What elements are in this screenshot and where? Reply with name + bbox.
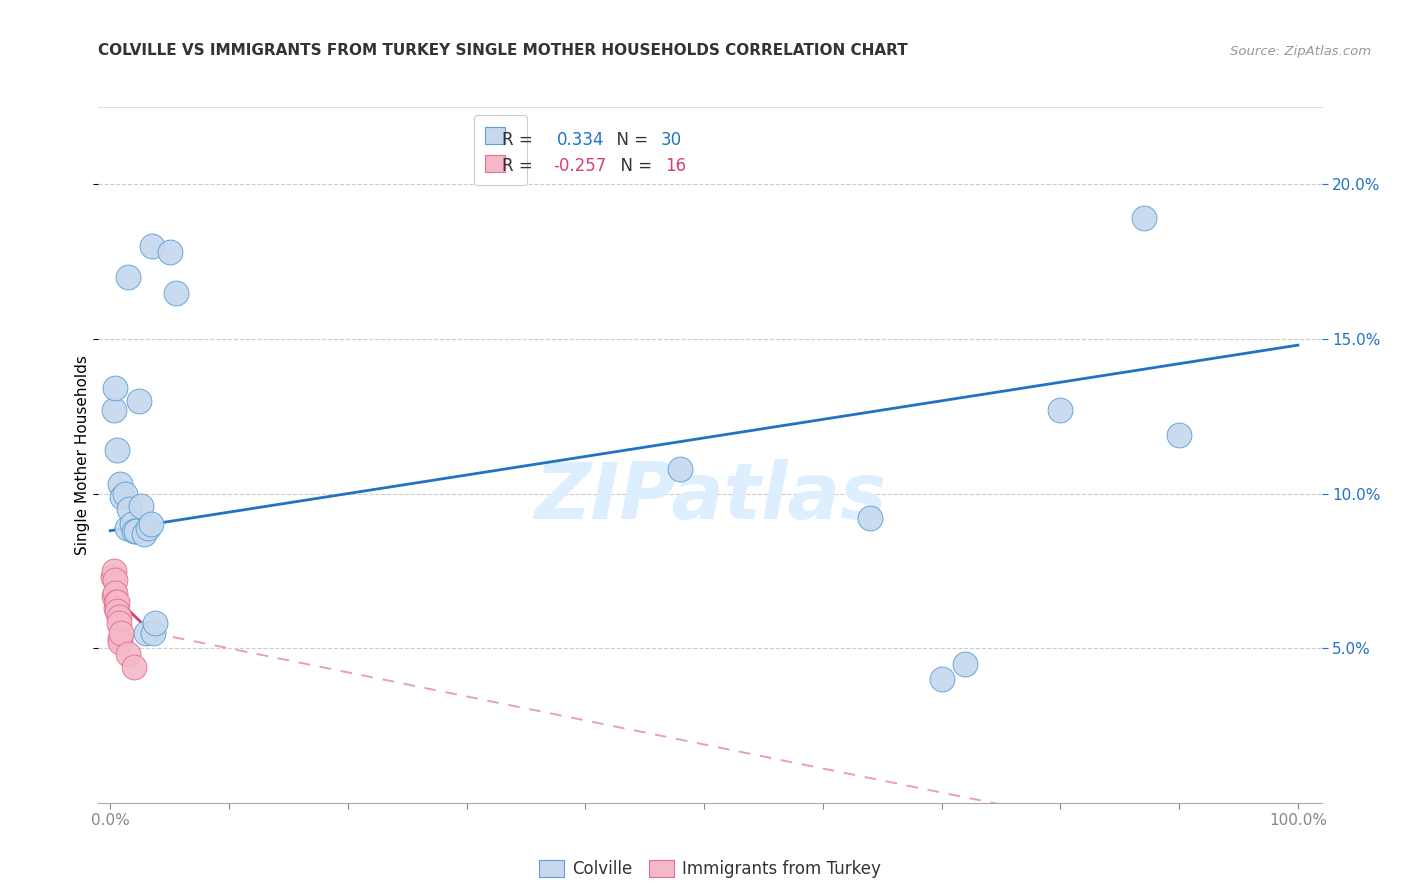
Point (145, 616, 167, 631)
Point (136, 520, 159, 534)
Text: 30: 30 (661, 131, 682, 149)
Point (118, 502, 141, 516)
Point (103, 564, 125, 578)
Point (1049, 403, 1071, 417)
Point (125, 524, 148, 538)
Point (132, 526, 155, 541)
Point (135, 625, 157, 640)
Text: N =: N = (606, 131, 654, 149)
Point (108, 635, 131, 649)
Point (139, 517, 162, 532)
Point (165, 285, 187, 300)
Point (107, 604, 129, 618)
Point (669, 462, 692, 476)
Point (101, 570, 124, 584)
Point (141, 239, 163, 253)
Point (117, 270, 139, 285)
Point (122, 524, 145, 538)
Text: COLVILLE VS IMMIGRANTS FROM TURKEY SINGLE MOTHER HOUSEHOLDS CORRELATION CHART: COLVILLE VS IMMIGRANTS FROM TURKEY SINGL… (98, 43, 908, 58)
Point (931, 672, 953, 686)
Point (104, 585, 127, 599)
Point (859, 511, 882, 525)
Text: Source: ZipAtlas.com: Source: ZipAtlas.com (1230, 45, 1371, 58)
Point (108, 632, 131, 646)
Point (115, 520, 138, 534)
Legend: Colville, Immigrants from Turkey: Colville, Immigrants from Turkey (531, 854, 889, 885)
Y-axis label: Single Mother Households: Single Mother Households (75, 355, 90, 555)
Text: R =: R = (502, 157, 538, 175)
Point (121, 517, 143, 532)
Text: 0.334: 0.334 (557, 131, 605, 149)
Point (117, 648, 139, 662)
Point (107, 616, 129, 631)
Text: -0.257: -0.257 (554, 157, 607, 175)
Point (104, 381, 127, 395)
Text: ZIPatlas: ZIPatlas (534, 458, 886, 534)
Text: R =: R = (502, 131, 538, 149)
Point (1168, 427, 1191, 442)
Point (105, 595, 128, 609)
Point (108, 477, 131, 491)
Text: 16: 16 (665, 157, 686, 175)
Point (128, 393, 150, 408)
Point (955, 657, 977, 671)
Point (104, 573, 127, 587)
Point (103, 403, 125, 417)
Point (107, 443, 129, 458)
Point (105, 601, 128, 615)
Point (129, 499, 152, 513)
Point (103, 589, 125, 603)
Point (107, 595, 129, 609)
Point (159, 245, 181, 260)
Point (1132, 211, 1154, 226)
Point (107, 610, 129, 624)
Point (111, 490, 134, 504)
Point (142, 625, 165, 640)
Point (110, 625, 132, 640)
Text: N =: N = (610, 157, 657, 175)
Point (114, 486, 136, 500)
Point (122, 659, 145, 673)
